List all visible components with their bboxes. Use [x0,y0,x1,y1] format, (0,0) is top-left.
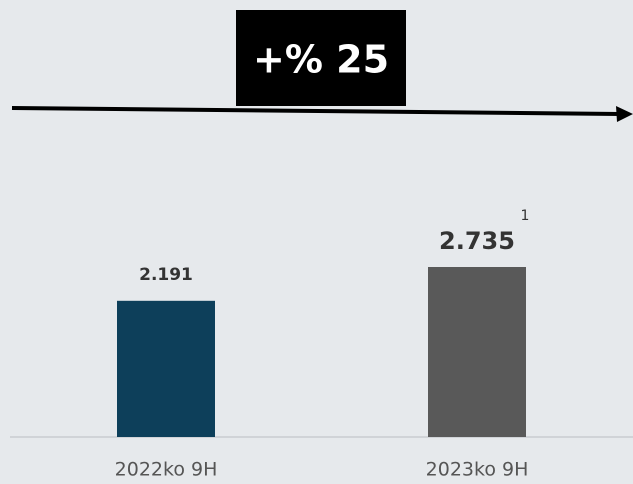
bar [117,300,215,437]
x-tick-label: 2023ko 9H [426,459,529,481]
value-label: 2.191 [139,265,193,285]
value-label: 2.735 [439,227,515,255]
x-tick-label: 2022ko 9H [115,459,218,481]
growth-arrow [11,106,621,116]
bar [428,267,526,437]
footnote-mark: 1 [521,208,530,224]
growth-box [236,10,406,106]
arrow-head [616,106,633,122]
growth-label: +% 25 [253,38,389,82]
